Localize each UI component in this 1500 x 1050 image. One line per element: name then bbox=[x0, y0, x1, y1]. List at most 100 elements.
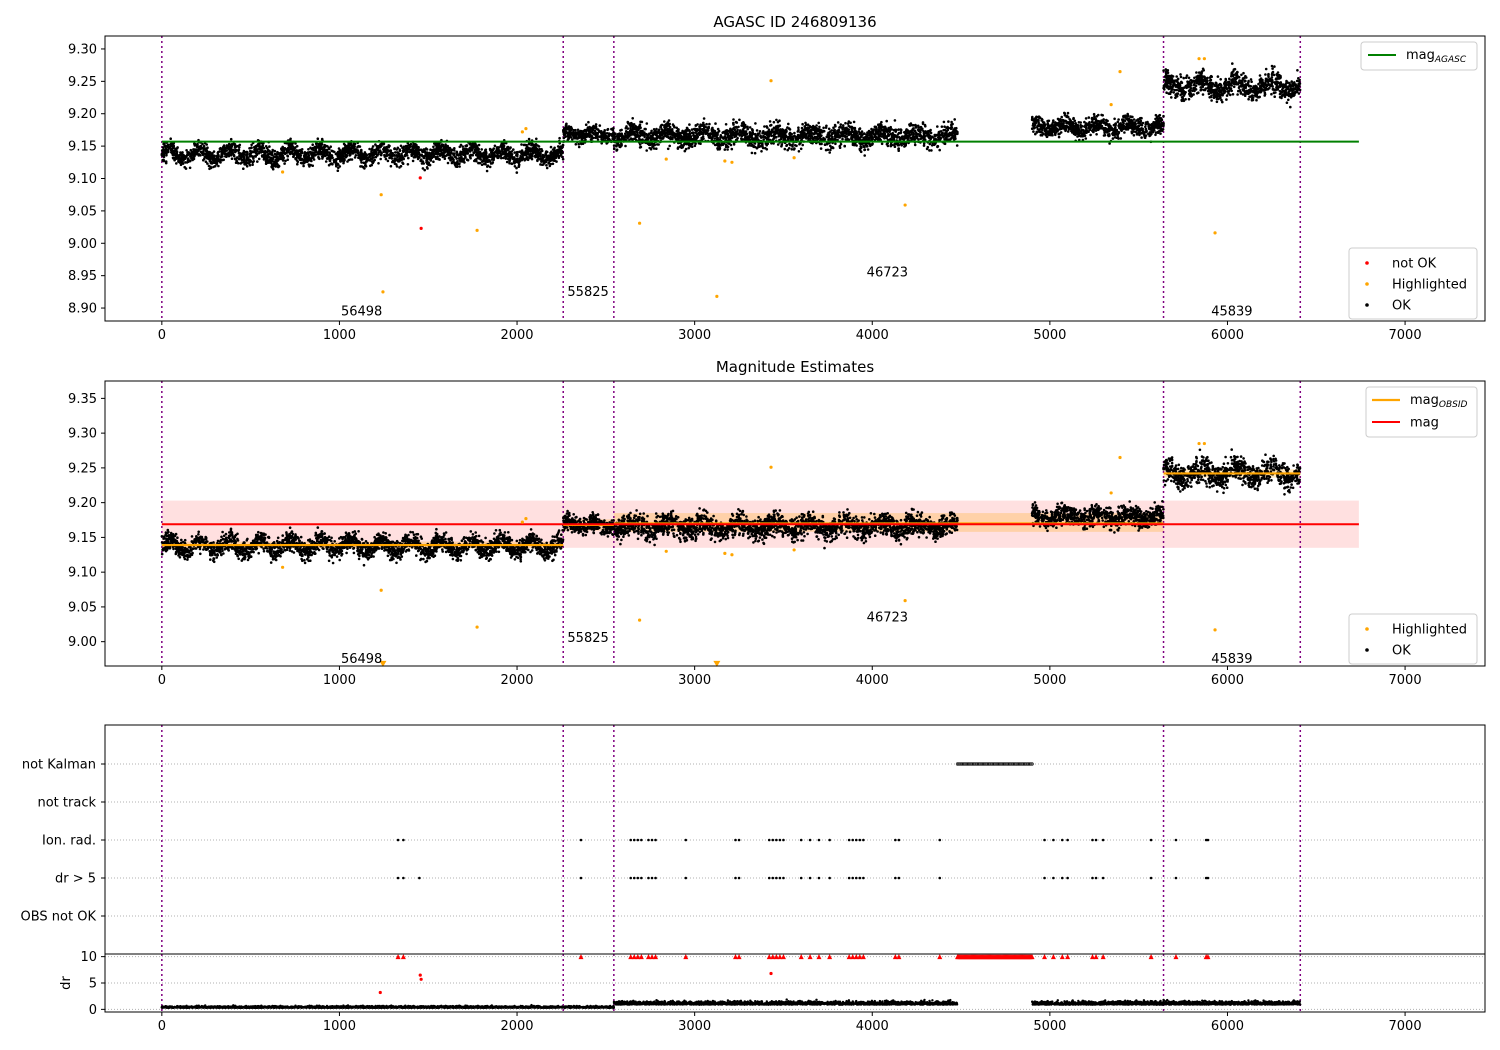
ok-point bbox=[393, 157, 397, 161]
ok-point bbox=[292, 147, 296, 150]
ok-point bbox=[279, 151, 283, 155]
ok-point bbox=[289, 137, 292, 141]
ok-point bbox=[567, 125, 571, 128]
ok-point bbox=[507, 152, 511, 155]
ok-point bbox=[880, 142, 884, 146]
ok-point bbox=[236, 144, 240, 148]
ok-point bbox=[306, 155, 310, 158]
ok-point bbox=[515, 160, 519, 164]
ok-point bbox=[504, 157, 508, 160]
ok-point bbox=[768, 120, 772, 123]
ok-point bbox=[885, 136, 888, 140]
ok-point bbox=[586, 126, 590, 129]
ok-point bbox=[185, 149, 188, 152]
ok-point bbox=[887, 132, 890, 136]
ok-point bbox=[389, 152, 393, 155]
ok-point bbox=[757, 145, 761, 148]
ok-point bbox=[209, 157, 213, 160]
ok-point bbox=[456, 160, 459, 163]
ok-point bbox=[910, 124, 914, 127]
ok-point bbox=[504, 149, 508, 153]
ok-point bbox=[653, 143, 656, 146]
ok-point bbox=[545, 164, 548, 167]
ok-point bbox=[941, 134, 945, 137]
ok-point bbox=[725, 136, 728, 140]
ok-point bbox=[693, 144, 697, 148]
ok-point bbox=[718, 138, 722, 141]
ok-point bbox=[758, 130, 762, 133]
ok-point bbox=[827, 127, 831, 131]
ok-point bbox=[298, 154, 302, 157]
ok-point bbox=[687, 135, 690, 138]
ok-point bbox=[756, 132, 760, 136]
ok-point bbox=[863, 154, 866, 157]
ok-point bbox=[475, 144, 478, 147]
ok-point bbox=[480, 148, 484, 151]
ok-point bbox=[411, 159, 415, 163]
ok-point bbox=[831, 146, 834, 149]
ok-point bbox=[495, 147, 499, 151]
ok-point bbox=[839, 134, 843, 138]
ok-point bbox=[786, 148, 789, 152]
ok-point bbox=[377, 146, 380, 149]
ok-point bbox=[948, 131, 952, 135]
ok-point bbox=[500, 145, 504, 149]
ok-point bbox=[858, 132, 861, 136]
ok-point bbox=[262, 150, 265, 154]
ok-point bbox=[229, 137, 233, 141]
ok-point bbox=[912, 133, 915, 137]
ok-point bbox=[793, 147, 796, 150]
ok-point bbox=[189, 153, 192, 156]
ok-point bbox=[776, 124, 779, 128]
ok-point bbox=[638, 123, 642, 126]
ok-point bbox=[700, 123, 704, 127]
ok-point bbox=[940, 125, 944, 128]
ok-point bbox=[202, 149, 205, 153]
ok-point bbox=[553, 159, 557, 162]
ok-point bbox=[716, 131, 720, 134]
ok-point bbox=[456, 163, 459, 166]
ok-point bbox=[323, 154, 327, 158]
ok-point bbox=[173, 158, 176, 162]
ok-point bbox=[525, 156, 529, 159]
ok-point bbox=[536, 159, 539, 163]
ok-point bbox=[590, 134, 593, 137]
ok-point bbox=[237, 148, 241, 151]
ok-point bbox=[517, 165, 521, 168]
ok-point bbox=[692, 131, 695, 135]
ok-point bbox=[708, 122, 711, 126]
ok-point bbox=[629, 126, 632, 130]
ok-point bbox=[415, 143, 418, 147]
ok-point bbox=[890, 133, 894, 137]
ok-point bbox=[848, 125, 852, 129]
ok-point bbox=[389, 149, 393, 152]
ok-point bbox=[454, 155, 457, 159]
ok-point bbox=[748, 126, 752, 129]
ok-point bbox=[421, 150, 424, 154]
ok-point bbox=[404, 151, 408, 154]
ok-point bbox=[725, 131, 729, 134]
ok-point bbox=[295, 154, 299, 157]
ok-point bbox=[475, 159, 478, 163]
ok-point bbox=[610, 132, 614, 136]
ok-point bbox=[797, 150, 801, 153]
ok-point bbox=[838, 146, 842, 149]
ok-point bbox=[862, 145, 865, 148]
ok-point bbox=[164, 161, 168, 165]
ok-point bbox=[314, 149, 318, 153]
ok-point bbox=[785, 144, 788, 147]
ok-point bbox=[770, 134, 773, 138]
ok-point bbox=[817, 133, 821, 137]
ok-point bbox=[926, 131, 930, 134]
ok-point bbox=[716, 127, 720, 131]
ok-point bbox=[364, 163, 367, 167]
ok-point bbox=[395, 154, 399, 157]
ok-point bbox=[273, 152, 277, 156]
ok-point bbox=[302, 162, 305, 165]
ok-point bbox=[579, 129, 582, 133]
ok-point bbox=[754, 122, 757, 125]
ok-point bbox=[893, 119, 897, 122]
ok-point bbox=[613, 135, 616, 139]
ok-point bbox=[225, 145, 229, 149]
ok-point bbox=[436, 151, 439, 154]
